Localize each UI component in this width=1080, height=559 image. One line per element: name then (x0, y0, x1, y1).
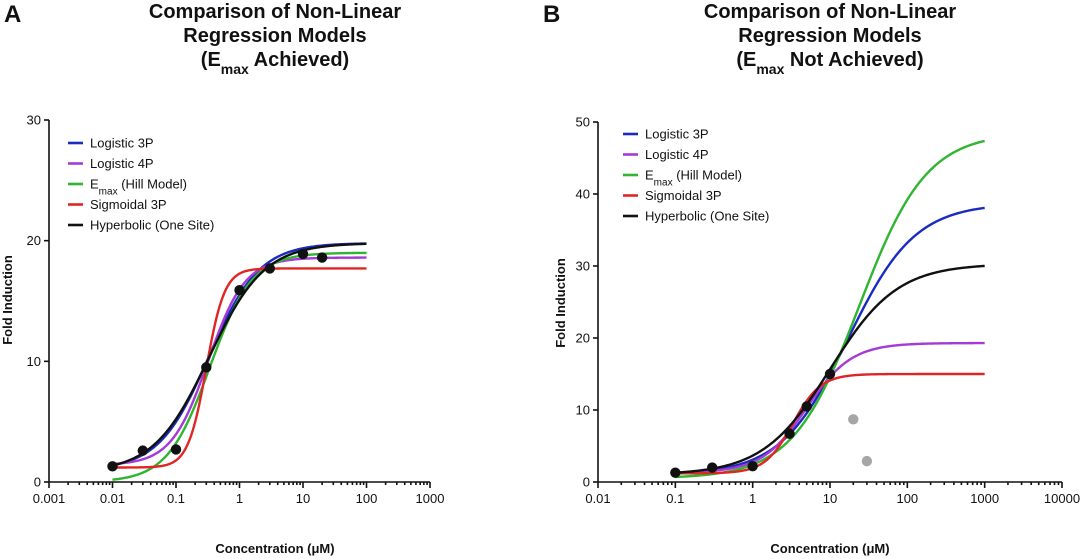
panel-b-y-tick-label: 0 (583, 475, 590, 490)
panel-b-data-point (861, 455, 873, 467)
panel-a-x-tick-label: 1000 (416, 491, 445, 506)
panel-b-data-point (784, 428, 795, 439)
panel-b-y-tick-label: 30 (576, 259, 590, 274)
panel-a-data-point (137, 445, 148, 456)
panel-b-title-line-3: (Emax Not Achieved) (736, 49, 923, 77)
panel-b-legend-label: Hyperbolic (One Site) (645, 209, 769, 224)
panel-a-x-tick-label: 10 (296, 491, 310, 506)
panel-a-legend-label: Emax (Hill Model) (90, 177, 187, 198)
panel-b-x-tick-label: 0.1 (666, 491, 684, 506)
panel-a-legend-label: Hyperbolic (One Site) (90, 218, 214, 233)
panel-b-xlabel: Concentration (μM) (770, 541, 889, 556)
panel-a-y-tick-label: 0 (34, 475, 41, 490)
panel-a-ylabel: Fold Induction (0, 255, 15, 345)
panel-a-data-point (297, 248, 309, 260)
panel-b-x-tick-label: 1000 (970, 491, 999, 506)
panel-a-data-point (234, 284, 245, 296)
panel-b-legend-label: Emax (Hill Model) (645, 168, 742, 189)
panel-b-x-tick-label: 100 (896, 491, 918, 506)
panel-b-data-point (824, 368, 836, 380)
panel-a-label: A (4, 1, 21, 28)
panel-a-legend-label: Logistic 4P (90, 156, 154, 171)
panel-b-title-line-1: Comparison of Non-Linear (704, 1, 956, 23)
panel-a-y-tick-label: 10 (27, 354, 41, 369)
panel-a-data-point (264, 263, 275, 274)
panel-b-curve-sigmoidal-3p (675, 372, 985, 475)
panel-b-curve-emax-hill-model (675, 139, 985, 479)
panel-a-legend-label: Sigmoidal 3P (90, 197, 167, 212)
panel-b-data-point (848, 414, 859, 425)
panel-b-y-tick-label: 50 (576, 115, 590, 130)
panel-b-x-tick-label: 1 (749, 491, 756, 506)
panel-b-y-tick-label: 40 (576, 187, 590, 202)
panel-b-data-point (801, 401, 812, 412)
panel-b-data-point (747, 460, 758, 472)
panel-b-y-tick-label: 10 (576, 403, 590, 418)
panel-b-title-line-2: Regression Models (738, 25, 921, 47)
panel-a-title-line-2: Regression Models (183, 25, 366, 47)
panel-a-x-tick-label: 0.01 (100, 491, 125, 506)
panel-a-curve-sigmoidal-3p (112, 267, 367, 469)
panel-a-title-line-3: (Emax Achieved) (201, 49, 349, 77)
panel-a-y-tick-label: 20 (27, 233, 41, 248)
panel-a-x-tick-label: 0.001 (33, 491, 66, 506)
panel-a-x-tick-label: 1 (236, 491, 243, 506)
panel-b-x-tick-label: 0.01 (585, 491, 610, 506)
panel-b-legend-label: Logistic 4P (645, 147, 709, 162)
panel-b-legend-label: Logistic 3P (645, 127, 709, 142)
panel-a-data-point (107, 461, 118, 472)
panel-a-data-point (170, 444, 182, 455)
panel-b-legend-label: Sigmoidal 3P (645, 188, 722, 203)
panel-a-curve-hyperbolic-one-site (112, 242, 367, 467)
panel-b-curve-logistic-4p (675, 341, 985, 474)
panel-b-x-tick-label: 10 (823, 491, 837, 506)
panel-b-label: B (543, 1, 560, 28)
panel-a-xlabel: Concentration (μM) (215, 541, 334, 556)
panel-a-x-tick-label: 100 (356, 491, 378, 506)
panel-b-y-tick-label: 20 (576, 331, 590, 346)
panel-b-curve-logistic-3p (675, 206, 985, 475)
panel-b-x-tick-label: 10000 (1044, 491, 1080, 506)
panel-a-data-point (316, 252, 328, 263)
panel-a-legend-label: Logistic 3P (90, 136, 154, 151)
panel-a-curve-logistic-3p (112, 242, 367, 467)
panel-b-plot: 0 10 20 30 40 50 0.01 0.1 1 10 100 1000 10000 Logisti… (576, 115, 1080, 507)
panel-a-data-point (201, 362, 212, 373)
panel-b-data-point (707, 462, 718, 473)
panel-a-y-tick-label: 30 (27, 113, 41, 128)
panel-b-data-point (670, 467, 681, 478)
panel-a-x-tick-label: 0.1 (167, 491, 185, 506)
panel-a-title-line-1: Comparison of Non-Linear (149, 1, 401, 23)
panel-b-ylabel: Fold Induction (553, 258, 568, 348)
panel-a-plot: 0 10 20 30 0.001 0.01 0.1 1 10 100 1000 Logistic 3P… (27, 113, 445, 507)
